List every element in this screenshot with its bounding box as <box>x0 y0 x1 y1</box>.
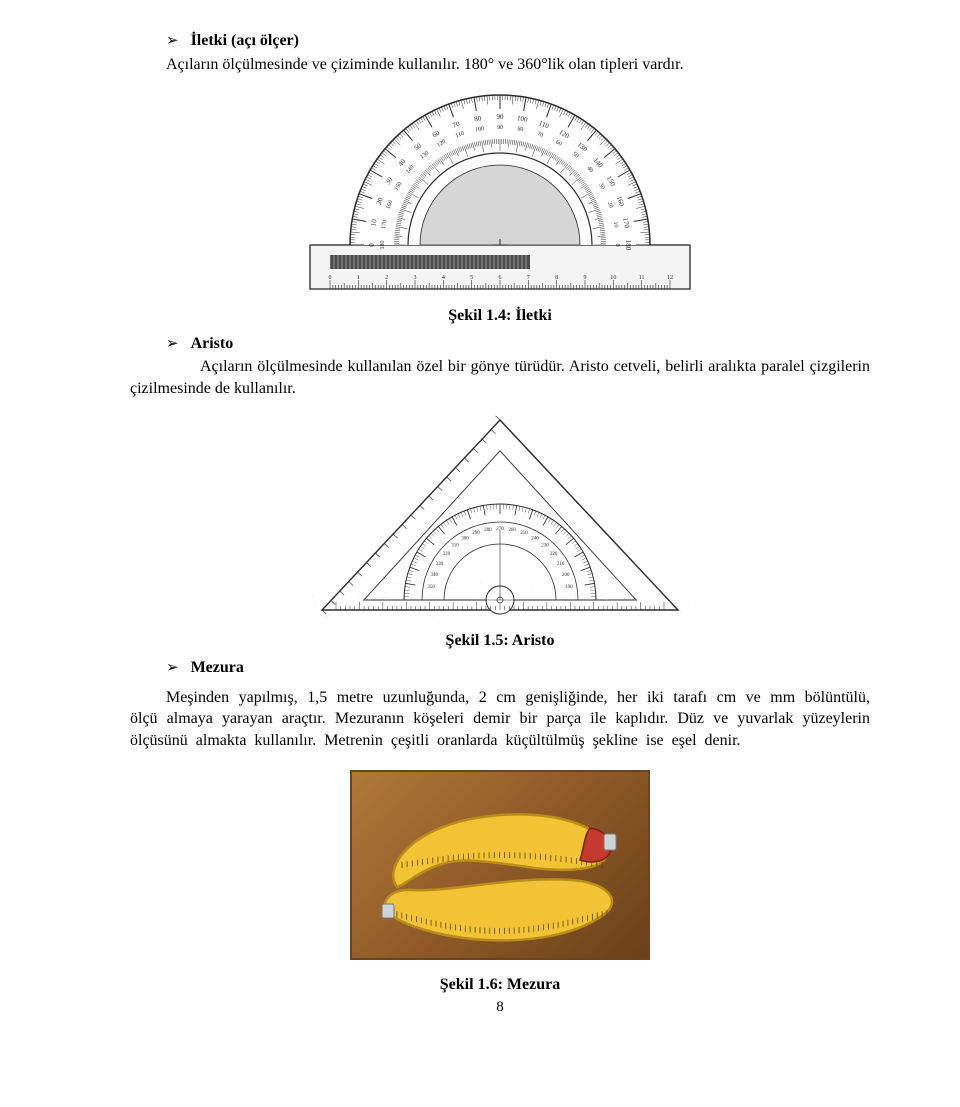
caption-mezura: Şekil 1.6: Mezura <box>130 974 870 996</box>
svg-text:260: 260 <box>508 528 516 533</box>
svg-text:9: 9 <box>584 275 587 281</box>
mezura-illustration <box>350 770 650 960</box>
svg-text:350: 350 <box>427 584 435 589</box>
svg-text:300: 300 <box>461 536 469 541</box>
svg-text:210: 210 <box>557 562 565 567</box>
caption-aristo: Şekil 1.5: Aristo <box>130 630 870 652</box>
protractor-illustration: 0123456789101112018010170201603015040140… <box>290 87 710 297</box>
svg-text:340: 340 <box>430 573 438 578</box>
aristo-illustration: 3503403303203103002902802702602502402302… <box>310 412 690 622</box>
caption-iletki: Şekil 1.4: İletki <box>130 305 870 327</box>
svg-text:8: 8 <box>555 275 558 281</box>
svg-text:240: 240 <box>531 536 539 541</box>
svg-text:10: 10 <box>610 275 616 281</box>
svg-text:250: 250 <box>520 531 528 536</box>
svg-text:230: 230 <box>541 543 549 548</box>
svg-text:90: 90 <box>497 113 505 121</box>
svg-text:11: 11 <box>639 275 645 281</box>
heading-aristo: ➢ Aristo <box>166 333 870 355</box>
svg-text:280: 280 <box>484 528 492 533</box>
paragraph-mezura: Meşinden yapılmış, 1,5 metre uzunluğunda… <box>130 687 870 752</box>
svg-text:330: 330 <box>436 562 444 567</box>
heading-mezura-title: Mezura <box>191 657 244 679</box>
svg-text:180: 180 <box>380 241 386 250</box>
heading-aristo-title: Aristo <box>191 333 234 355</box>
svg-text:200: 200 <box>562 573 570 578</box>
svg-text:0: 0 <box>329 275 332 281</box>
svg-text:2: 2 <box>385 275 388 281</box>
svg-text:6: 6 <box>499 275 502 281</box>
svg-text:0: 0 <box>614 244 620 247</box>
svg-text:220: 220 <box>550 552 558 557</box>
heading-mezura: ➢ Mezura <box>166 657 870 679</box>
svg-text:5: 5 <box>470 275 473 281</box>
svg-text:7: 7 <box>527 275 530 281</box>
svg-text:3: 3 <box>414 275 417 281</box>
svg-text:10: 10 <box>612 221 619 228</box>
svg-text:90: 90 <box>497 125 503 131</box>
bullet-arrow-icon: ➢ <box>166 334 179 354</box>
figure-mezura <box>130 770 870 960</box>
bullet-arrow-icon: ➢ <box>166 31 179 51</box>
heading-iletki-title: İletki (açı ölçer) <box>191 30 299 52</box>
bullet-arrow-icon: ➢ <box>166 658 179 678</box>
paragraph-aristo: Açıların ölçülmesinde kullanılan özel bi… <box>130 356 870 399</box>
paragraph-aristo-text: Açıların ölçülmesinde kullanılan özel bi… <box>130 358 870 397</box>
paragraph-iletki: Açıların ölçülmesinde ve çiziminde kulla… <box>130 54 870 76</box>
svg-text:0: 0 <box>368 243 376 247</box>
svg-text:190: 190 <box>565 584 573 589</box>
heading-iletki: ➢ İletki (açı ölçer) <box>166 30 870 52</box>
svg-text:4: 4 <box>442 275 445 281</box>
figure-iletki: 0123456789101112018010170201603015040140… <box>130 87 870 297</box>
svg-text:320: 320 <box>443 552 451 557</box>
svg-text:1: 1 <box>357 275 360 281</box>
page-number: 8 <box>130 997 870 1017</box>
svg-text:80: 80 <box>517 126 524 133</box>
figure-aristo: 3503403303203103002902802702602502402302… <box>130 412 870 622</box>
svg-text:12: 12 <box>667 275 673 281</box>
svg-text:180: 180 <box>624 240 632 251</box>
svg-text:310: 310 <box>451 543 459 548</box>
svg-text:290: 290 <box>472 531 480 536</box>
